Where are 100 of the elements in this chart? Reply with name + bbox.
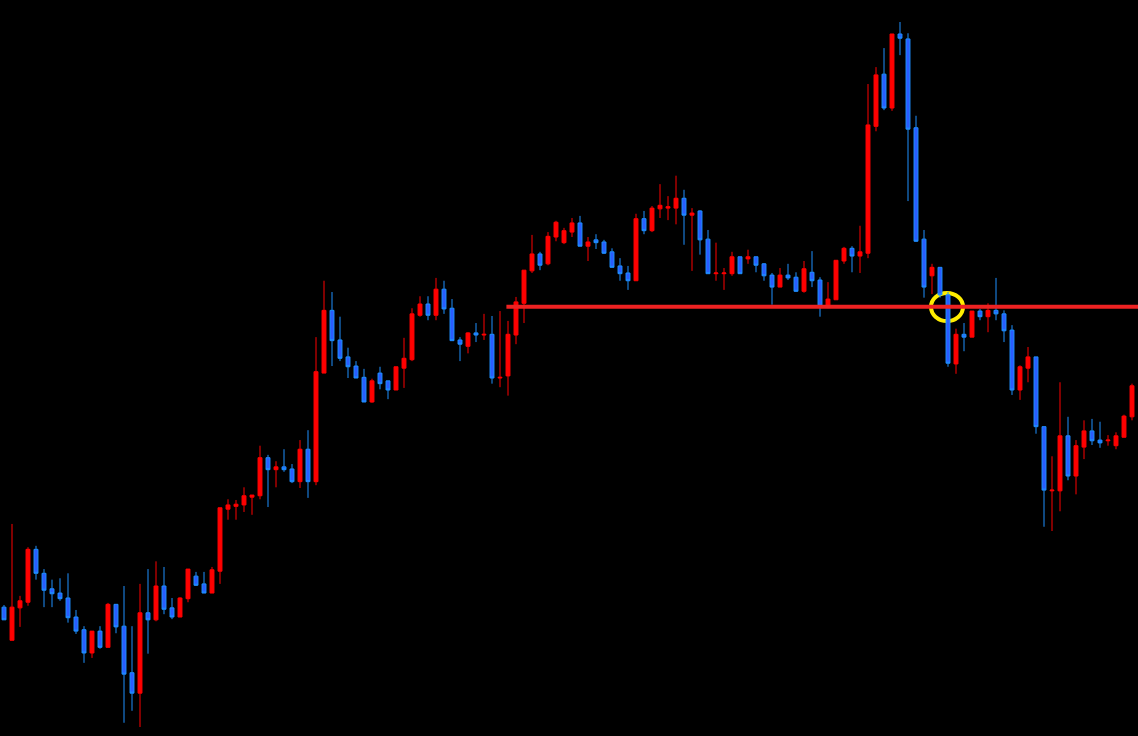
candlestick [985, 302, 991, 333]
candlestick [369, 378, 375, 404]
candlestick [1009, 324, 1015, 396]
candlestick [977, 308, 983, 321]
candlestick [225, 498, 231, 521]
candlestick [705, 229, 711, 275]
candlestick [649, 205, 655, 233]
candlestick [9, 523, 15, 641]
candlestick [97, 625, 103, 650]
candlestick [625, 265, 631, 291]
candlestick [1081, 419, 1087, 460]
candlestick [537, 251, 543, 271]
candlestick [41, 568, 47, 608]
candlestick [817, 276, 823, 318]
candlestick [81, 625, 87, 664]
candlestick [313, 336, 319, 486]
candlestick [1049, 455, 1055, 532]
candlestick [793, 271, 799, 293]
candlestick [57, 577, 63, 602]
candlestick [937, 266, 943, 299]
candlestick [1129, 383, 1135, 421]
candlestick [201, 571, 207, 594]
candlestick [809, 250, 815, 288]
candlestick [961, 322, 967, 352]
candlestick [1, 604, 7, 621]
candlestick [769, 272, 775, 306]
candlestick [897, 22, 903, 56]
candlestick [561, 227, 567, 245]
candlestick [129, 625, 135, 712]
candlestick [385, 380, 391, 400]
candlestick [457, 336, 463, 362]
candlestick [721, 267, 727, 291]
candlestick [761, 262, 767, 282]
candlestick [681, 189, 687, 246]
candlestick [185, 568, 191, 603]
candlestick [393, 366, 399, 391]
candlestick [65, 572, 71, 624]
candlestick [593, 233, 599, 250]
candlestick [601, 239, 607, 255]
candlestick [785, 263, 791, 281]
candlestick [273, 460, 279, 488]
candlestick [633, 213, 639, 282]
candlestick [121, 585, 127, 724]
candlestick [377, 366, 383, 390]
candlestick [1025, 346, 1031, 383]
candlestick [969, 310, 975, 338]
candlestick [1105, 434, 1111, 447]
candlestick [1065, 416, 1071, 481]
candlestick [449, 298, 455, 342]
candlestick [849, 245, 855, 273]
candlestick [265, 454, 271, 508]
candlestick [833, 259, 839, 301]
candlestick [161, 566, 167, 615]
candlestick [353, 360, 359, 379]
candlestick [297, 439, 303, 489]
candlestick [713, 242, 719, 282]
candlestick [1001, 309, 1007, 343]
candlestick [169, 597, 175, 620]
candlestick [1041, 426, 1047, 528]
candlestick [529, 234, 535, 274]
candlestick [777, 267, 783, 288]
candlestick [857, 225, 863, 274]
candlestick [137, 583, 143, 727]
candlestick [993, 277, 999, 321]
candlestick [49, 579, 55, 608]
candlestick [113, 603, 119, 634]
candlestick [105, 602, 111, 648]
candlestick [745, 249, 751, 265]
candlestick [1033, 356, 1039, 435]
candlestick [873, 66, 879, 132]
candlestick [417, 295, 423, 318]
candlestick [881, 47, 887, 111]
candlestick [305, 429, 311, 499]
candlestick [841, 246, 847, 265]
candlestick [521, 269, 527, 324]
candlestick [433, 277, 439, 321]
candlestick [401, 337, 407, 389]
candlestick [425, 295, 431, 321]
candlestick [209, 566, 215, 594]
candlestick [921, 229, 927, 299]
candlestick [473, 322, 479, 343]
candlestick [1017, 364, 1023, 401]
candlestick [329, 291, 335, 367]
candlestick [441, 280, 447, 315]
candlestick [929, 263, 935, 295]
candlestick [345, 347, 351, 379]
candlestick [617, 257, 623, 282]
candlestick [177, 596, 183, 618]
candlestick [585, 236, 591, 262]
candlestick [17, 595, 23, 628]
candlestick [801, 260, 807, 294]
candlestick [577, 215, 583, 247]
candlestick [1089, 418, 1095, 446]
candlestick [289, 463, 295, 484]
candlestick [193, 571, 199, 587]
candlestick [889, 33, 895, 112]
candlestick [953, 328, 959, 375]
candlestick [729, 251, 735, 277]
candlestick [145, 568, 151, 655]
candlestick [233, 499, 239, 521]
